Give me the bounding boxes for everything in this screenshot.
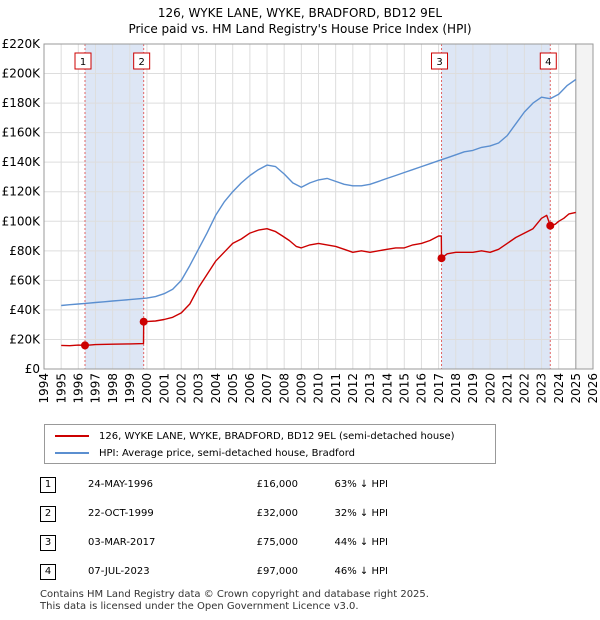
- transaction-number: 3: [40, 534, 56, 551]
- x-tick-label: 1994: [37, 373, 51, 404]
- x-tick-label: 2005: [226, 373, 240, 404]
- chart-title: 126, WYKE LANE, WYKE, BRADFORD, BD12 9EL: [157, 6, 443, 20]
- future-region: [575, 44, 593, 369]
- transaction-price: £16,000: [256, 479, 298, 490]
- x-tick-label: 2016: [415, 373, 429, 404]
- x-tick-label: 2008: [277, 373, 291, 404]
- legend-line-red: [55, 435, 89, 437]
- footer-license: This data is licensed under the Open Gov…: [40, 601, 359, 612]
- footer: Contains HM Land Registry data © Crown c…: [40, 589, 429, 613]
- transaction-date: 24-MAY-1996: [88, 479, 154, 490]
- x-tick-label: 2012: [346, 373, 360, 404]
- x-tick-label: 2011: [329, 373, 343, 404]
- x-tick-label: 2010: [312, 373, 326, 404]
- x-tick-label: 2024: [552, 373, 566, 404]
- legend-line-blue: [55, 452, 89, 454]
- x-tick-label: 1999: [123, 373, 137, 404]
- plot-border: [43, 43, 594, 370]
- y-tick-label: £140K: [2, 155, 42, 169]
- legend-item-hpi: HPI: Average price, semi-detached house,…: [55, 445, 355, 461]
- table-row: 1 24-MAY-1996 £16,000 63% ↓ HPI: [40, 470, 388, 499]
- transaction-number: 2: [40, 505, 56, 522]
- transaction-date: 03-MAR-2017: [88, 537, 156, 548]
- x-tick-label: 2000: [140, 373, 154, 404]
- transaction-hpi: 32% ↓ HPI: [334, 508, 388, 519]
- table-row: 2 22-OCT-1999 £32,000 32% ↓ HPI: [40, 499, 388, 528]
- x-tick-label: 2026: [586, 373, 600, 404]
- x-tick-label: 2023: [535, 373, 549, 404]
- sale-marker-box: [74, 52, 92, 70]
- price-chart: 1 2 3 4 £0 £20K £40K £60K £80K £100K £120K £140K £1…: [2, 37, 600, 404]
- x-tick-label: 2021: [500, 373, 514, 404]
- x-tick-label: 2015: [397, 373, 411, 404]
- sale-point: [546, 221, 555, 230]
- transactions-table: 1 24-MAY-1996 £16,000 63% ↓ HPI 2 22-OCT…: [40, 470, 388, 586]
- transaction-number: 1: [40, 476, 56, 493]
- x-tick-label: 2006: [243, 373, 257, 404]
- x-tick-label: 2013: [363, 373, 377, 404]
- sale-marker-box: [539, 52, 557, 70]
- legend-item-property: 126, WYKE LANE, WYKE, BRADFORD, BD12 9EL…: [55, 428, 455, 444]
- sale-point: [81, 341, 90, 350]
- y-tick-label: £200K: [2, 67, 42, 81]
- table-row: 4 07-JUL-2023 £97,000 46% ↓ HPI: [40, 557, 388, 586]
- x-tick-label: 2003: [192, 373, 206, 404]
- x-tick-label: 2002: [174, 373, 188, 404]
- sale-marker-label: 3: [436, 57, 442, 68]
- sale-marker-box: [431, 52, 449, 70]
- sale-marker-label: 2: [138, 57, 144, 68]
- transaction-price: £32,000: [256, 508, 298, 519]
- y-tick-label: £180K: [2, 96, 42, 110]
- x-tick-label: 2009: [295, 373, 309, 404]
- shaded-period: [441, 44, 551, 369]
- legend-label-hpi: HPI: Average price, semi-detached house,…: [99, 447, 355, 459]
- x-tick-label: 2017: [432, 373, 446, 404]
- x-tick-label: 1995: [54, 373, 68, 404]
- shaded-period: [85, 44, 144, 369]
- series-line-hpi: [61, 78, 577, 307]
- sale-marker-label: 4: [545, 57, 551, 68]
- transaction-hpi: 63% ↓ HPI: [334, 479, 388, 490]
- x-tick-label: 1998: [106, 373, 120, 404]
- y-tick-label: £80K: [9, 244, 41, 258]
- y-tick-label: £40K: [9, 303, 41, 317]
- x-tick-label: 2014: [380, 373, 394, 404]
- transaction-price: £97,000: [256, 566, 298, 577]
- x-tick-label: 2020: [483, 373, 497, 404]
- y-tick-label: £220K: [2, 37, 42, 51]
- y-tick-label: £20K: [9, 332, 41, 346]
- chart-legend: 126, WYKE LANE, WYKE, BRADFORD, BD12 9EL…: [44, 424, 496, 464]
- transaction-hpi: 46% ↓ HPI: [334, 566, 388, 577]
- y-tick-label: £120K: [2, 185, 42, 199]
- x-tick-label: 1997: [89, 373, 103, 404]
- table-row: 3 03-MAR-2017 £75,000 44% ↓ HPI: [40, 528, 388, 557]
- chart-subtitle: Price paid vs. HM Land Registry's House …: [128, 22, 472, 36]
- x-tick-label: 2001: [157, 373, 171, 404]
- x-tick-label: 1996: [72, 373, 86, 404]
- y-tick-label: £60K: [9, 273, 41, 287]
- y-tick-label: £0: [25, 362, 40, 376]
- transaction-date: 22-OCT-1999: [88, 508, 154, 519]
- y-tick-label: £160K: [2, 126, 42, 140]
- x-tick-label: 2018: [449, 373, 463, 404]
- x-tick-label: 2004: [209, 373, 223, 404]
- sale-marker-box: [133, 52, 151, 70]
- sale-point: [437, 254, 446, 263]
- transaction-hpi: 44% ↓ HPI: [334, 537, 388, 548]
- transaction-price: £75,000: [256, 537, 298, 548]
- sale-point: [139, 317, 148, 326]
- x-tick-label: 2025: [569, 373, 583, 404]
- x-tick-label: 2019: [466, 373, 480, 404]
- sale-marker-label: 1: [80, 57, 86, 68]
- x-tick-label: 2022: [518, 373, 532, 404]
- x-tick-label: 2007: [260, 373, 274, 404]
- footer-copyright: Contains HM Land Registry data © Crown c…: [40, 589, 429, 600]
- transaction-date: 07-JUL-2023: [88, 566, 150, 577]
- y-tick-label: £100K: [2, 214, 42, 228]
- transaction-number: 4: [40, 563, 56, 580]
- legend-label-property: 126, WYKE LANE, WYKE, BRADFORD, BD12 9EL…: [99, 430, 455, 442]
- series-line-property: [61, 211, 576, 347]
